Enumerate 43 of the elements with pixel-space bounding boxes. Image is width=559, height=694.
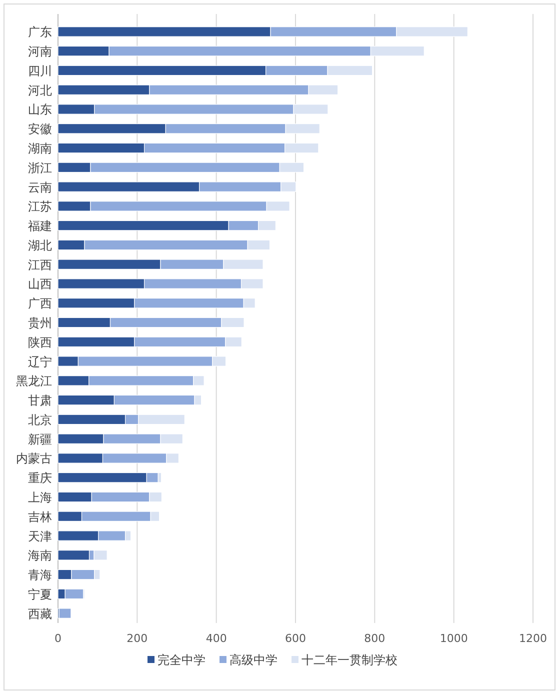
y-tick-label: 北京 bbox=[28, 412, 52, 427]
y-tick-label: 宁夏 bbox=[28, 587, 52, 602]
y-tick-label: 四川 bbox=[28, 64, 52, 78]
y-tick-label: 江西 bbox=[28, 258, 52, 272]
y-tick-label: 山东 bbox=[28, 102, 52, 117]
y-tick-label: 福建 bbox=[28, 219, 52, 234]
legend-label: 完全中学 bbox=[158, 653, 206, 667]
y-tick-label: 新疆 bbox=[28, 432, 52, 446]
y-tick-label: 河南 bbox=[28, 44, 52, 59]
y-tick-label: 重庆 bbox=[28, 471, 52, 486]
legend-label: 高级中学 bbox=[230, 653, 278, 667]
y-tick-label: 吉林 bbox=[28, 510, 52, 524]
y-tick-label: 黑龙江 bbox=[16, 374, 52, 388]
x-tick-label: 800 bbox=[364, 632, 386, 645]
y-tick-label: 安徽 bbox=[28, 122, 52, 136]
y-tick-label: 内蒙古 bbox=[16, 452, 52, 466]
y-tick-label: 河北 bbox=[28, 83, 52, 98]
y-tick-label: 云南 bbox=[28, 180, 52, 194]
y-tick-label: 甘肃 bbox=[28, 394, 52, 408]
x-tick-label: 600 bbox=[285, 632, 306, 645]
x-tick-label: 1200 bbox=[519, 632, 547, 645]
y-tick-label: 陕西 bbox=[28, 335, 52, 350]
bar bbox=[58, 608, 72, 618]
x-tick-label: 0 bbox=[54, 632, 62, 645]
y-tick-label: 山西 bbox=[28, 277, 52, 292]
legend-label: 十二年一贯制学校 bbox=[302, 653, 398, 667]
y-tick-label: 上海 bbox=[28, 490, 52, 504]
y-tick-label: 江苏 bbox=[28, 200, 52, 214]
y-tick-label: 青海 bbox=[28, 568, 52, 582]
y-tick-label: 天津 bbox=[28, 529, 52, 544]
y-tick-label: 湖北 bbox=[28, 238, 52, 252]
y-tick-label: 海南 bbox=[28, 548, 52, 563]
x-tick-label: 1000 bbox=[440, 632, 468, 645]
x-tick-label: 200 bbox=[126, 632, 148, 645]
y-tick-label: 西藏 bbox=[28, 606, 52, 621]
x-tick-label: 400 bbox=[206, 632, 227, 645]
y-tick-label: 辽宁 bbox=[28, 354, 52, 369]
y-tick-label: 贵州 bbox=[28, 316, 52, 330]
y-tick-label: 广西 bbox=[28, 296, 52, 311]
bar bbox=[58, 550, 90, 560]
y-tick-label: 浙江 bbox=[28, 160, 52, 175]
y-tick-label: 湖南 bbox=[28, 142, 52, 156]
y-tick-label: 广东 bbox=[28, 25, 52, 40]
